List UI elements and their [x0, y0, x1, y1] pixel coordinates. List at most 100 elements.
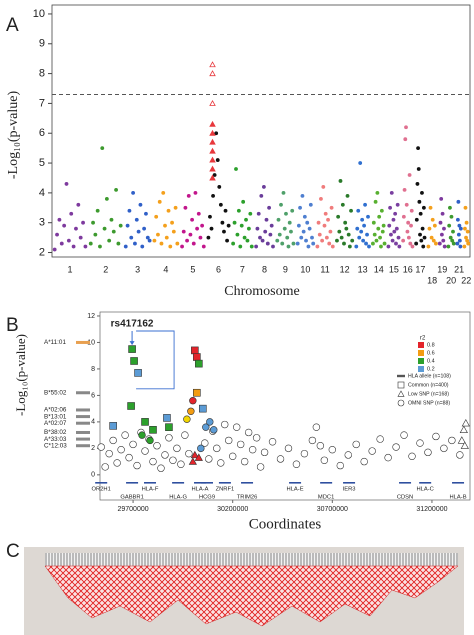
- snp-point: [428, 205, 433, 210]
- snp-point: [241, 199, 246, 204]
- snp-point: [265, 241, 270, 246]
- panel-label: A: [6, 15, 19, 36]
- snp-circle: [320, 456, 329, 464]
- legend-symbol: [397, 390, 405, 397]
- snp-circle: [161, 451, 169, 459]
- snp-square: [109, 422, 117, 430]
- snp-point: [64, 182, 69, 186]
- snp-point: [363, 202, 367, 207]
- snp-circle: [440, 444, 448, 453]
- snp-circle: [125, 453, 133, 462]
- snp-point: [340, 202, 345, 207]
- snp-circle: [248, 445, 257, 454]
- snp-point: [322, 223, 327, 228]
- hla-allele-bar: [76, 430, 90, 434]
- snp-point: [190, 217, 194, 222]
- snp-point: [356, 208, 361, 213]
- top-snp: [209, 147, 216, 154]
- snp-circle: [187, 407, 195, 415]
- snp-point: [280, 241, 285, 246]
- snp-point: [98, 244, 102, 249]
- snp-point: [437, 241, 442, 246]
- x-tick-label: 12: [340, 264, 350, 274]
- snp-point: [457, 238, 462, 243]
- snp-circle: [189, 397, 197, 405]
- snp-circle: [240, 457, 249, 466]
- snp-point: [448, 235, 453, 240]
- snp-point: [458, 226, 463, 231]
- snp-point: [324, 235, 329, 240]
- snp-point: [131, 190, 135, 195]
- snp-point: [406, 235, 411, 240]
- snp-point: [427, 226, 432, 231]
- ld-heatmap: [24, 547, 464, 635]
- snp-point: [300, 193, 305, 198]
- snp-circle: [129, 440, 137, 449]
- snp-point: [171, 229, 176, 234]
- snp-point: [354, 244, 359, 249]
- top-snp: [209, 99, 216, 106]
- y-tick-label: 10: [33, 8, 45, 20]
- snp-circle: [376, 435, 384, 443]
- snp-point: [231, 241, 236, 246]
- plot-frame: [99, 311, 471, 501]
- snp-point: [401, 238, 406, 243]
- hla-allele-label: B*13:01: [44, 413, 67, 420]
- snp-point: [451, 241, 456, 246]
- top-snp: [209, 120, 216, 127]
- y-tick-label: 5: [39, 157, 45, 169]
- gene-bar: [452, 482, 465, 484]
- gene-label: GABBR1: [120, 495, 144, 501]
- legend-label: Low SNP (n=168): [408, 391, 449, 397]
- snp-point: [392, 229, 397, 234]
- snp-point: [255, 226, 260, 231]
- legend-swatch: [418, 366, 424, 372]
- snp-point: [138, 202, 143, 207]
- snp-circle: [141, 447, 149, 455]
- snp-point: [78, 235, 83, 240]
- snp-circle: [312, 423, 321, 431]
- legend-swatch: [418, 358, 424, 364]
- snp-point: [377, 214, 382, 219]
- snp-point: [335, 238, 339, 243]
- snp-point: [315, 244, 320, 249]
- snp-point: [289, 229, 293, 234]
- snp-square: [165, 423, 173, 431]
- y-tick-label: 7: [39, 97, 45, 109]
- snp-point: [223, 208, 228, 213]
- gene-label: HLA-E: [287, 487, 304, 493]
- top-snp: [209, 165, 216, 172]
- snp-circle: [146, 436, 154, 445]
- snp-point: [317, 232, 322, 237]
- snp-circle: [416, 439, 424, 447]
- arrow-head: [129, 341, 135, 346]
- snp-point: [259, 193, 264, 198]
- snp-point: [157, 199, 162, 204]
- snp-point: [305, 220, 310, 225]
- top-snp: [209, 174, 216, 181]
- hla-allele-bar: [76, 437, 90, 441]
- snp-point: [389, 190, 394, 195]
- snp-point: [446, 244, 451, 249]
- snp-point: [415, 182, 420, 186]
- x-tick-label: 3: [135, 264, 140, 274]
- top-snp: [209, 138, 216, 145]
- snp-square: [128, 345, 136, 353]
- snp-point: [455, 241, 460, 246]
- hla-allele-label: A*11:01: [44, 339, 66, 346]
- legend-symbol: [397, 381, 405, 389]
- snp-point: [379, 244, 383, 249]
- snp-point: [456, 232, 461, 237]
- snp-point: [222, 229, 226, 234]
- snp-point: [163, 223, 167, 228]
- snp-point: [311, 241, 316, 246]
- snp-point: [129, 235, 134, 240]
- x-tick-label: 15: [389, 264, 399, 274]
- snp-point: [306, 244, 311, 249]
- snp-point: [59, 241, 64, 246]
- snp-circle: [244, 428, 253, 437]
- snp-point: [394, 226, 399, 231]
- snp-square: [130, 357, 138, 365]
- snp-point: [407, 173, 412, 177]
- snp-square: [191, 346, 199, 355]
